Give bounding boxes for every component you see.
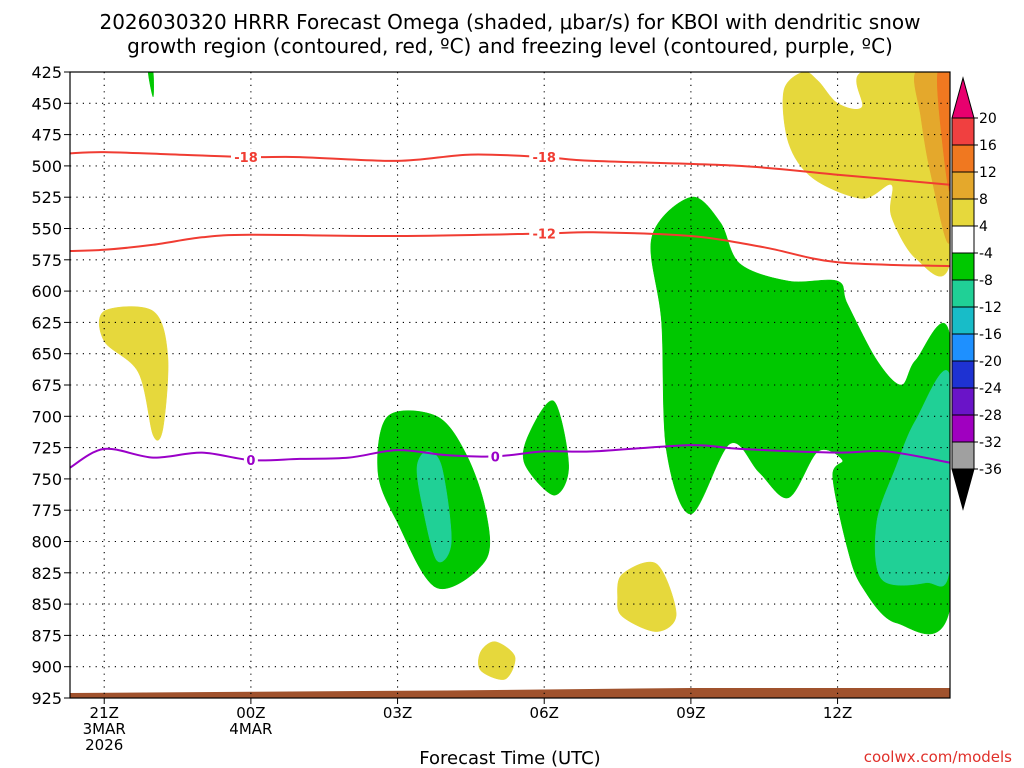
contour-label-bg bbox=[529, 225, 560, 242]
colorbar-label: 4 bbox=[979, 219, 988, 235]
y-tick-label: 500 bbox=[31, 157, 62, 176]
contour-line bbox=[70, 444, 950, 469]
colorbar-label: -16 bbox=[979, 327, 1002, 343]
axes: 425 450 475 500 525 550 575 600 625 650 675 700 725 7… bbox=[31, 63, 951, 754]
contours: -18 -18 -12 0 0 bbox=[70, 148, 950, 469]
y-tick-label: 825 bbox=[31, 564, 62, 583]
colorbar-bin bbox=[951, 252, 975, 281]
colorbar-label: -28 bbox=[979, 408, 1002, 424]
colorbar-bin bbox=[951, 360, 975, 389]
y-tick-label: 450 bbox=[31, 94, 62, 113]
omega-shaded-region bbox=[98, 306, 169, 441]
contour-label-bg bbox=[488, 448, 503, 465]
colorbar-bin bbox=[951, 117, 975, 146]
contour-label-bg bbox=[529, 149, 560, 166]
x-tick-label: 4MAR bbox=[229, 720, 272, 738]
colorbar-bin bbox=[951, 387, 975, 416]
colorbar-bin bbox=[951, 441, 975, 470]
colorbar-label: -36 bbox=[979, 462, 1002, 478]
colorbar-bin bbox=[951, 144, 975, 173]
omega-shaded-region bbox=[936, 72, 950, 192]
contour-label-bg bbox=[243, 452, 258, 469]
contour-label: -18 bbox=[532, 151, 556, 166]
colorbar-label: -20 bbox=[979, 354, 1002, 370]
chart-title-line-1: 2026030320 HRRR Forecast Omega (shaded, … bbox=[99, 10, 920, 34]
colorbar-bottom-arrow bbox=[951, 468, 975, 511]
y-tick-label: 475 bbox=[31, 126, 62, 145]
colorbar-bin bbox=[951, 198, 975, 227]
y-tick-label: 900 bbox=[31, 658, 62, 677]
y-tick-label: 600 bbox=[31, 282, 62, 301]
y-tick-label: 700 bbox=[31, 407, 62, 426]
x-tick-label: 00Z bbox=[236, 704, 265, 722]
contour-line bbox=[70, 151, 950, 186]
omega-shading bbox=[98, 72, 950, 680]
colorbar-label: 16 bbox=[979, 138, 997, 154]
colorbar-bin bbox=[951, 414, 975, 443]
y-tick-label: 650 bbox=[31, 345, 62, 364]
omega-shaded-region bbox=[147, 72, 154, 98]
x-tick-label: 12Z bbox=[823, 704, 852, 722]
colorbar-label: -32 bbox=[979, 435, 1002, 451]
contour-label: 0 bbox=[491, 450, 500, 465]
x-axis-label: Forecast Time (UTC) bbox=[419, 748, 600, 768]
x-tick-label: 03Z bbox=[383, 704, 412, 722]
contour-label-bg bbox=[231, 148, 261, 165]
x-tick-label: 06Z bbox=[530, 704, 559, 722]
y-tick-label: 850 bbox=[31, 595, 62, 614]
y-tick-label: 775 bbox=[31, 501, 62, 520]
y-tick-label: 725 bbox=[31, 439, 62, 458]
x-tick-label: 3MAR bbox=[83, 720, 126, 738]
y-tick-label: 675 bbox=[31, 376, 62, 395]
colorbar-label: 8 bbox=[979, 192, 988, 208]
x-tick-label: 2026 bbox=[85, 736, 123, 754]
omega-shaded-region bbox=[782, 72, 950, 277]
colorbar-label: 12 bbox=[979, 165, 997, 181]
colorbar-label: -24 bbox=[979, 381, 1002, 397]
ground-surface bbox=[70, 687, 950, 698]
colorbar: 20 16 12 8 4 -4 -8 -12 -16 -20 -24 -28 -32 -36 bbox=[951, 76, 1002, 511]
credit-text: coolwx.com/models bbox=[864, 748, 1012, 766]
contour-label: 0 bbox=[246, 454, 255, 469]
contour-label: -18 bbox=[234, 151, 258, 166]
colorbar-label: 20 bbox=[979, 111, 997, 127]
y-tick-label: 425 bbox=[31, 63, 62, 82]
colorbar-label: -4 bbox=[979, 246, 993, 262]
y-tick-label: 800 bbox=[31, 533, 62, 552]
y-tick-label: 550 bbox=[31, 220, 62, 239]
colorbar-top-arrow bbox=[951, 76, 975, 119]
omega-shaded-region bbox=[617, 561, 677, 632]
contour-label: -12 bbox=[532, 228, 556, 243]
y-tick-label: 925 bbox=[31, 689, 62, 708]
y-tick-label: 575 bbox=[31, 251, 62, 270]
colorbar-bin bbox=[951, 225, 975, 254]
omega-shaded-region bbox=[650, 196, 950, 635]
colorbar-label: -8 bbox=[979, 273, 993, 289]
colorbar-bin bbox=[951, 171, 975, 200]
colorbar-bin bbox=[951, 279, 975, 308]
omega-shaded-region bbox=[522, 400, 569, 496]
contour-line bbox=[70, 231, 950, 268]
chart-title-line-2: growth region (contoured, red, ºC) and f… bbox=[127, 34, 893, 58]
x-tick-label: 09Z bbox=[676, 704, 705, 722]
y-tick-label: 525 bbox=[31, 188, 62, 207]
omega-shaded-region bbox=[874, 370, 950, 587]
colorbar-label: -12 bbox=[979, 300, 1002, 316]
colorbar-bin bbox=[951, 333, 975, 362]
plot-area: -18 -18 -12 0 0 bbox=[70, 72, 950, 698]
omega-shaded-region bbox=[478, 641, 516, 680]
x-tick-label: 21Z bbox=[90, 704, 119, 722]
y-tick-label: 750 bbox=[31, 470, 62, 489]
y-tick-label: 875 bbox=[31, 626, 62, 645]
y-tick-label: 625 bbox=[31, 313, 62, 332]
omega-shaded-region bbox=[416, 451, 452, 563]
colorbar-bin bbox=[951, 306, 975, 335]
